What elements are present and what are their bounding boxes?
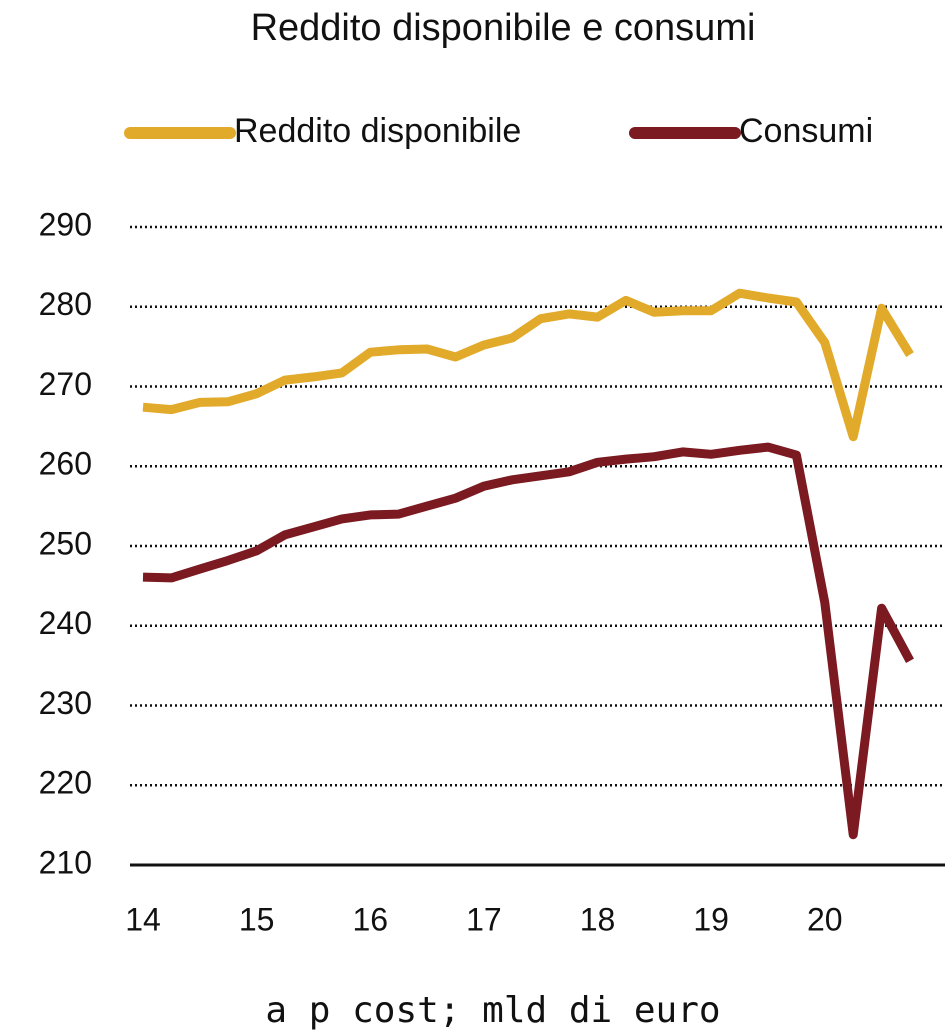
y-tick-label: 290 [39, 206, 92, 242]
y-tick-label: 230 [39, 685, 92, 721]
x-tick-label: 15 [239, 901, 275, 937]
series-line [142, 288, 914, 442]
series-line [142, 442, 914, 840]
chart-subtitle: a p cost; mld di euro [265, 990, 720, 1031]
y-tick-label: 260 [39, 446, 92, 482]
x-tick-label: 20 [807, 901, 843, 937]
x-tick-label: 19 [693, 901, 729, 937]
y-tick-label: 210 [39, 844, 92, 880]
legend-label: Consumi [739, 112, 873, 150]
x-tick-label: 16 [352, 901, 388, 937]
x-tick-label: 18 [580, 901, 616, 937]
y-tick-label: 280 [39, 286, 92, 322]
legend-label: Reddito disponibile [234, 112, 521, 150]
y-tick-label: 250 [39, 525, 92, 561]
y-tick-label: 220 [39, 765, 92, 801]
chart-title: Reddito disponibile e consumi [251, 7, 756, 49]
x-tick-label: 17 [466, 901, 502, 937]
x-tick-label: 14 [125, 901, 161, 937]
y-tick-label: 240 [39, 605, 92, 641]
y-tick-label: 270 [39, 366, 92, 402]
